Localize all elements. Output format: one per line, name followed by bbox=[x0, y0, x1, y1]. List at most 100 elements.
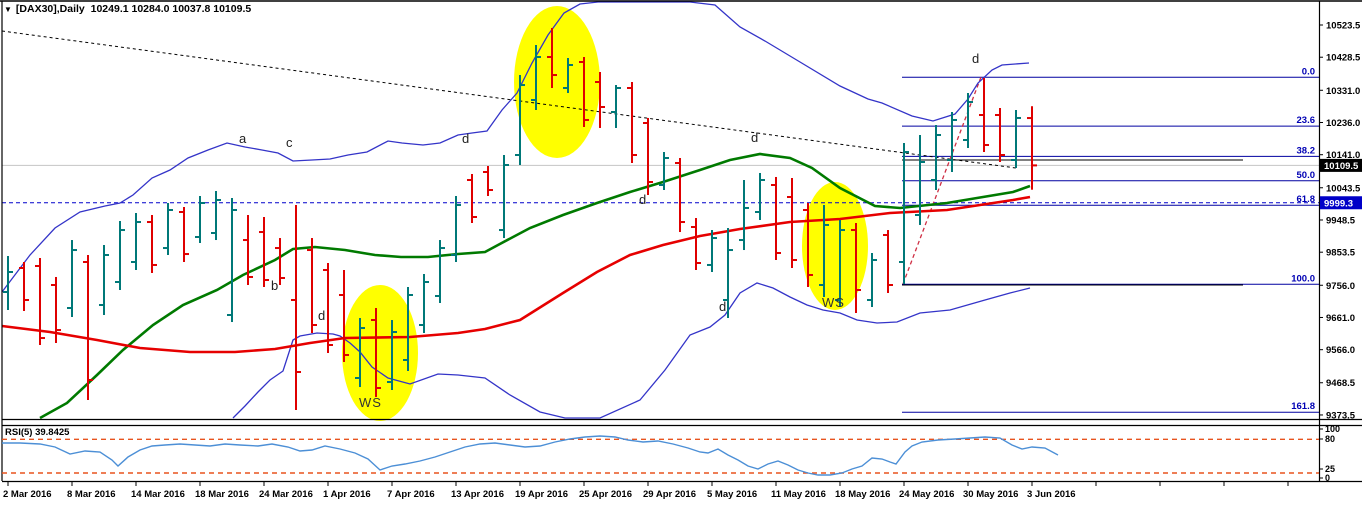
ohlc-bar bbox=[403, 286, 413, 372]
hline-price-marker-text: 9999.3 bbox=[1324, 198, 1353, 209]
date-axis-label: 30 May 2016 bbox=[963, 489, 1018, 500]
ohlc-bar bbox=[707, 230, 717, 272]
rsi-axis-label: 100 bbox=[1325, 424, 1340, 434]
date-axis-label: 3 Jun 2016 bbox=[1027, 489, 1076, 500]
ohlc-bar bbox=[979, 78, 989, 152]
ohlc-bar bbox=[147, 214, 157, 273]
price-axis-label: 9373.5 bbox=[1326, 410, 1356, 421]
ohlc-bar bbox=[787, 178, 797, 268]
price-axis-label: 9566.0 bbox=[1326, 345, 1355, 356]
ohlc-bar bbox=[323, 263, 333, 354]
ohlc-bar bbox=[499, 155, 509, 239]
ohlc-bar bbox=[915, 135, 925, 225]
ohlc-bar bbox=[275, 238, 285, 285]
fib-level-label: 38.2 bbox=[1297, 145, 1316, 156]
ohlc-bar bbox=[627, 82, 637, 164]
ohlc-bar bbox=[931, 125, 941, 191]
price-axis-label: 9948.5 bbox=[1326, 215, 1356, 226]
ohlc-bar bbox=[771, 176, 781, 260]
current-price-marker bbox=[1320, 158, 1362, 172]
ohlc-bar bbox=[387, 320, 397, 391]
price-axis-label: 10523.5 bbox=[1326, 21, 1361, 32]
annotation-ws: WS bbox=[822, 295, 845, 310]
date-axis-label: 14 Mar 2016 bbox=[131, 489, 185, 500]
date-axis-label: 1 Apr 2016 bbox=[323, 489, 371, 500]
price-axis-label: 10331.0 bbox=[1326, 86, 1360, 97]
ohlc-bar bbox=[35, 257, 45, 346]
chart-ohlc-values: 10249.1 10284.0 10037.8 10109.5 bbox=[90, 3, 252, 15]
annotation-letter: d bbox=[972, 51, 979, 66]
ohlc-bar bbox=[867, 253, 877, 307]
ohlc-bar bbox=[851, 222, 861, 313]
date-axis-label: 2 Mar 2016 bbox=[3, 489, 52, 500]
rsi-axis-label: 80 bbox=[1325, 434, 1335, 444]
current-price-marker-text: 10109.5 bbox=[1324, 161, 1359, 172]
ohlc-bar bbox=[739, 180, 749, 251]
chart-title: ▼ [DAX30],Daily 10249.1 10284.0 10037.8 … bbox=[4, 2, 251, 16]
ohlc-bar bbox=[1027, 106, 1037, 190]
ohlc-bar bbox=[163, 202, 173, 256]
annotation-letter: d bbox=[318, 308, 325, 323]
ohlc-bar bbox=[947, 112, 957, 172]
rsi-axis-label: 0 bbox=[1325, 473, 1330, 483]
price-axis-label: 9661.0 bbox=[1326, 313, 1355, 324]
date-axis-label: 25 Apr 2016 bbox=[579, 489, 632, 500]
ohlc-bar bbox=[515, 75, 525, 166]
ohlc-bar bbox=[643, 117, 653, 195]
ohlc-bar bbox=[99, 245, 109, 315]
ohlc-bar bbox=[995, 108, 1005, 162]
highlight-ellipse bbox=[514, 6, 600, 158]
ohlc-bar bbox=[963, 92, 973, 148]
ohlc-bar bbox=[291, 204, 301, 410]
highlight-ellipse bbox=[802, 182, 868, 310]
rsi-indicator-label: RSI(5) 39.8425 bbox=[5, 427, 70, 438]
ohlc-bar bbox=[691, 218, 701, 270]
ohlc-bar bbox=[547, 27, 557, 89]
price-axis-label: 9853.5 bbox=[1326, 248, 1356, 259]
date-axis-label: 18 May 2016 bbox=[835, 489, 890, 500]
ohlc-bar bbox=[579, 57, 589, 128]
ohlc-bar bbox=[835, 220, 845, 307]
price-axis-label: 10428.5 bbox=[1326, 53, 1361, 64]
ohlc-bar bbox=[307, 238, 317, 334]
ohlc-bar bbox=[131, 212, 141, 270]
ohlc-bar bbox=[563, 57, 573, 93]
fib-level-label: 100.0 bbox=[1291, 273, 1315, 284]
rsi-axis-label: 25 bbox=[1325, 464, 1335, 474]
ohlc-bar bbox=[611, 85, 621, 128]
ohlc-bar bbox=[227, 198, 237, 323]
date-axis-label: 13 Apr 2016 bbox=[451, 489, 504, 500]
price-axis-label: 10236.0 bbox=[1326, 118, 1360, 129]
annotation-letter: d bbox=[719, 299, 726, 314]
ohlc-bar bbox=[819, 204, 829, 297]
ohlc-bar bbox=[51, 276, 61, 344]
date-axis-label: 24 May 2016 bbox=[899, 489, 954, 500]
annotation-letter: c bbox=[286, 135, 293, 150]
ohlc-bar bbox=[1011, 110, 1021, 168]
ohlc-bar bbox=[243, 214, 253, 285]
ohlc-bar bbox=[259, 216, 269, 287]
fib-level-label: 50.0 bbox=[1297, 170, 1316, 181]
ohlc-bar bbox=[451, 196, 461, 262]
ohlc-bar bbox=[531, 45, 541, 111]
descending-trendline-dotted[interactable] bbox=[1, 30, 1017, 169]
ohlc-bar bbox=[659, 151, 669, 191]
ohlc-bar bbox=[3, 255, 13, 311]
ohlc-bar bbox=[595, 71, 605, 128]
collapse-arrow-icon[interactable]: ▼ bbox=[4, 4, 12, 14]
bollinger-lower-band bbox=[232, 282, 1031, 419]
moving-average-green bbox=[39, 152, 1031, 420]
date-axis-label: 19 Apr 2016 bbox=[515, 489, 568, 500]
ohlc-bar bbox=[883, 230, 893, 293]
price-axis-label: 9756.0 bbox=[1326, 281, 1355, 292]
rsi-line bbox=[2, 435, 1059, 476]
date-axis-label: 24 Mar 2016 bbox=[259, 489, 313, 500]
price-axis-label: 10043.5 bbox=[1326, 183, 1361, 194]
ohlc-bar bbox=[435, 240, 445, 303]
fib-level-label: 0.0 bbox=[1302, 66, 1315, 77]
date-axis-label: 18 Mar 2016 bbox=[195, 489, 249, 500]
fib-level-label: 161.8 bbox=[1291, 401, 1315, 412]
ohlc-bar bbox=[899, 143, 909, 285]
